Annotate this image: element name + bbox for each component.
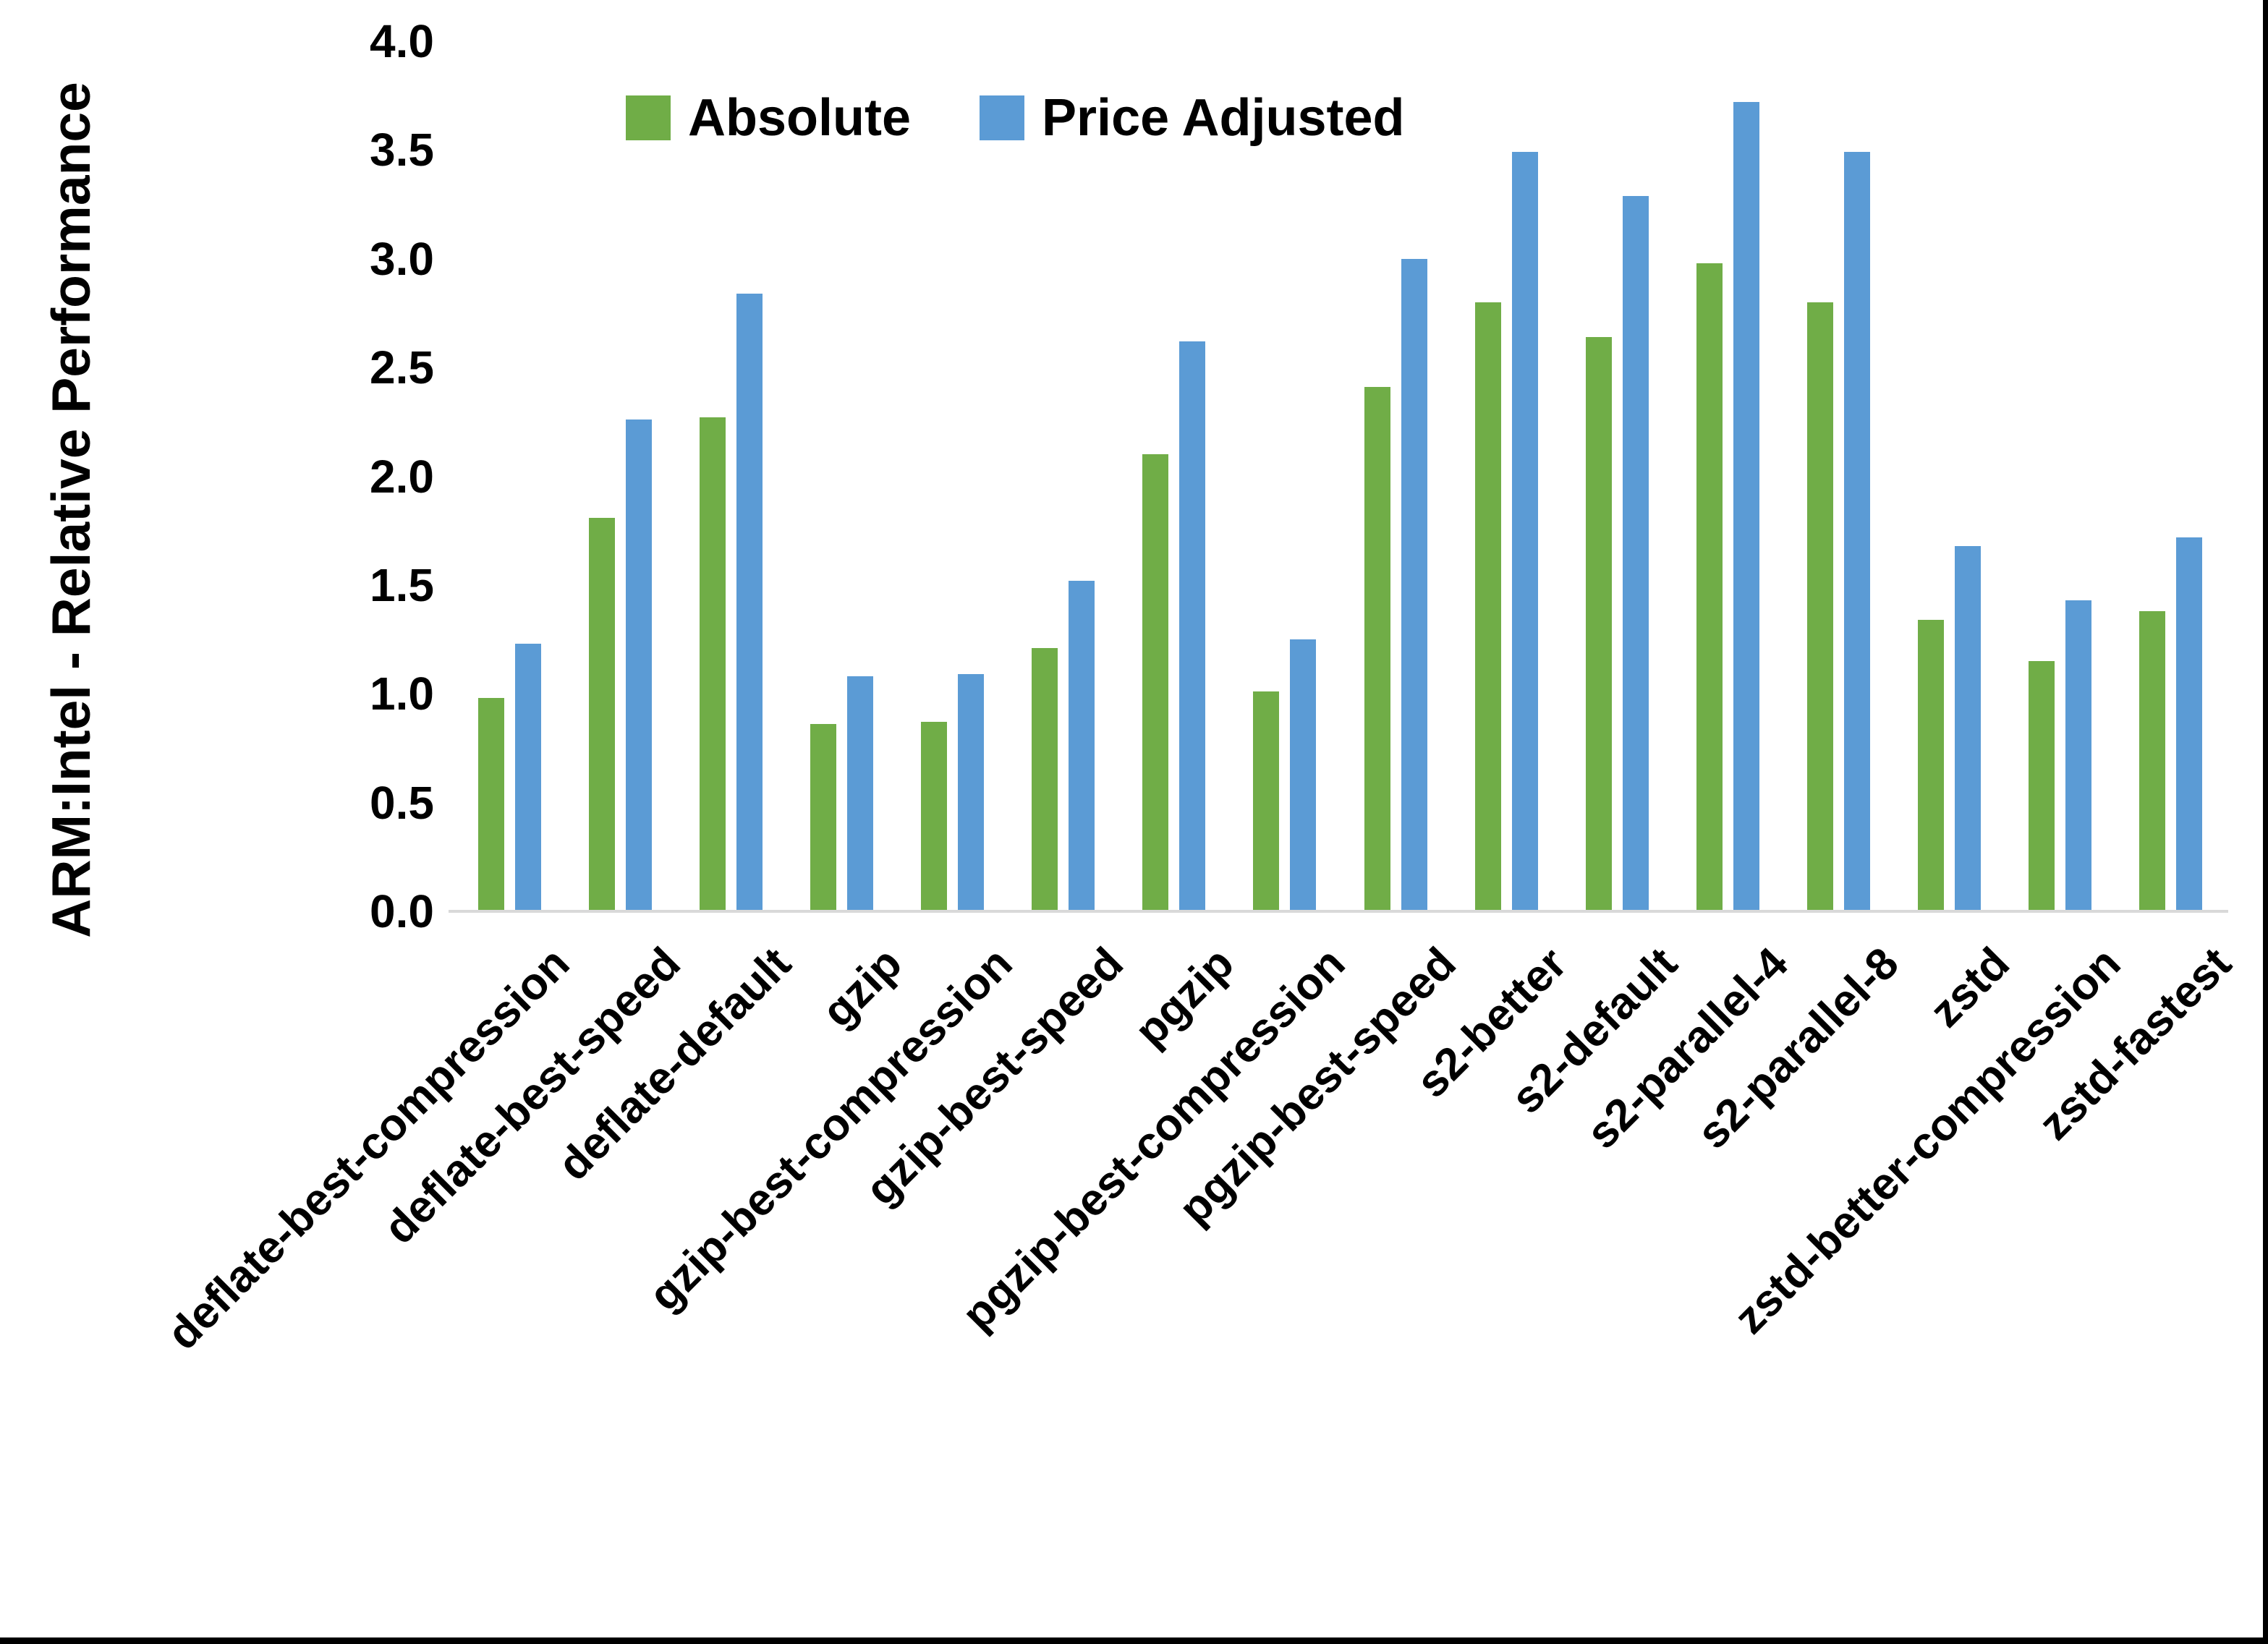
legend-swatch-absolute — [626, 95, 671, 140]
bar-price-adjusted — [1622, 195, 1649, 911]
bar-price-adjusted — [958, 674, 985, 911]
x-category-label: deflate-best-compression — [158, 938, 579, 1360]
bar-absolute — [588, 517, 615, 911]
bar-price-adjusted — [1511, 152, 1538, 911]
bar-price-adjusted — [1179, 341, 1206, 911]
bar-absolute — [921, 722, 948, 911]
x-category-label: gzip — [812, 938, 912, 1037]
bar-absolute — [1696, 263, 1723, 911]
screenshot-right-border — [2263, 0, 2268, 1644]
x-category-label: zstd — [1920, 938, 2020, 1037]
bar-price-adjusted — [1844, 152, 1871, 911]
x-category-label: s2-parallel-8 — [1688, 938, 1909, 1159]
bar-price-adjusted — [625, 419, 652, 911]
bar-price-adjusted — [1069, 580, 1095, 911]
bar-absolute — [699, 417, 726, 911]
legend-swatch-price-adjusted — [980, 95, 1025, 140]
bar-price-adjusted — [1401, 258, 1427, 911]
bar-price-adjusted — [2065, 600, 2092, 911]
legend-item-absolute: Absolute — [626, 88, 911, 148]
bar-price-adjusted — [846, 676, 873, 911]
bar-absolute — [2029, 661, 2055, 911]
legend-label-price-adjusted: Price Adjusted — [1042, 89, 1405, 147]
bar-price-adjusted — [1955, 545, 1982, 911]
bar-absolute — [1807, 302, 1834, 911]
bar-absolute — [1253, 691, 1280, 911]
bar-absolute — [1142, 454, 1169, 911]
bar-price-adjusted — [1290, 639, 1317, 911]
bar-price-adjusted — [2176, 537, 2203, 911]
legend: Absolute Price Adjusted — [626, 88, 1404, 148]
screenshot-bottom-border — [0, 1637, 2268, 1644]
bar-absolute — [1474, 302, 1501, 911]
bar-price-adjusted — [514, 644, 541, 911]
bar-price-adjusted — [1733, 102, 1759, 911]
legend-item-price-adjusted: Price Adjusted — [980, 88, 1404, 148]
bar-absolute — [1585, 337, 1612, 911]
bar-absolute — [2139, 610, 2166, 911]
legend-label-absolute: Absolute — [688, 89, 912, 147]
x-axis-line — [449, 910, 2228, 913]
bar-absolute — [477, 698, 504, 911]
bar-absolute — [1364, 387, 1390, 911]
bar-absolute — [810, 724, 836, 911]
bar-absolute — [1918, 619, 1945, 911]
bar-absolute — [1032, 648, 1058, 911]
bar-price-adjusted — [736, 293, 763, 911]
